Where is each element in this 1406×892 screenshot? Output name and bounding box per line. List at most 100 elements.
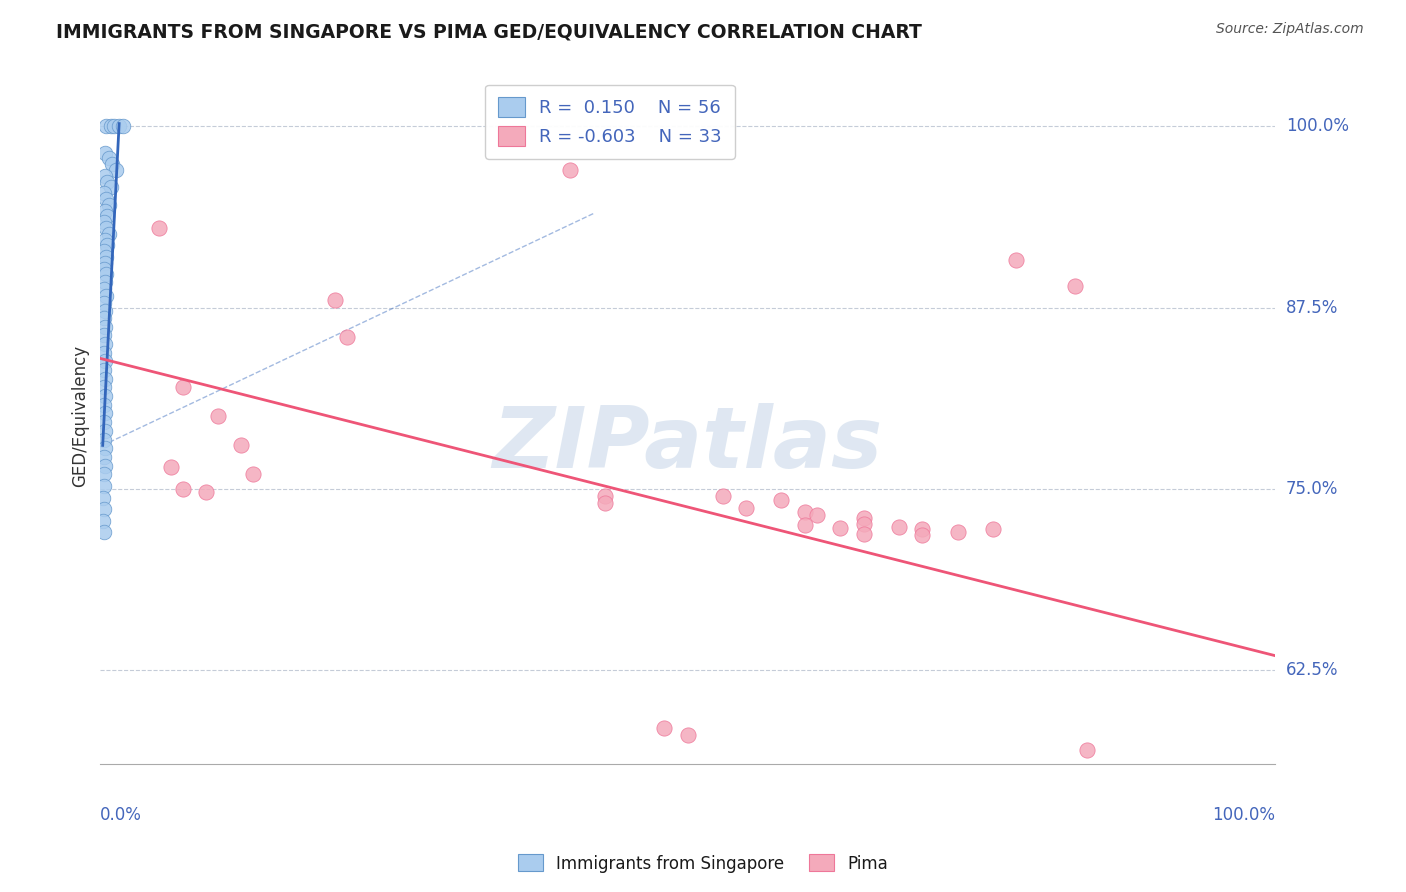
Point [93, 433, 115, 447]
Point [172, 482, 194, 496]
Point [94, 319, 117, 334]
Point [93, 380, 115, 394]
Point [101, 157, 124, 171]
Point [96, 221, 118, 235]
Point [96, 120, 118, 134]
Point [93, 310, 115, 325]
Point [1064, 279, 1087, 293]
Point [558, 163, 581, 178]
Point [97, 152, 120, 166]
Point [93, 345, 115, 359]
Text: 62.5%: 62.5% [1286, 661, 1339, 679]
Point [93, 282, 115, 296]
Point [323, 293, 346, 308]
Point [111, 120, 134, 134]
Point [93, 244, 115, 259]
Text: 0.0%: 0.0% [100, 806, 142, 824]
Point [94, 458, 117, 473]
Point [96, 175, 118, 189]
Point [91, 514, 114, 528]
Point [911, 523, 934, 537]
Point [93, 502, 115, 516]
Point [94, 303, 117, 318]
Point [207, 409, 229, 424]
Text: IMMIGRANTS FROM SINGAPORE VS PIMA GED/EQUIVALENCY CORRELATION CHART: IMMIGRANTS FROM SINGAPORE VS PIMA GED/EQ… [56, 22, 922, 41]
Text: 100.0%: 100.0% [1212, 806, 1275, 824]
Point [94, 442, 117, 456]
Point [100, 180, 122, 194]
Point [911, 528, 934, 542]
Point [830, 521, 852, 535]
Point [96, 210, 118, 224]
Point [94, 372, 117, 386]
Point [159, 460, 181, 475]
Point [103, 120, 125, 134]
Point [96, 192, 118, 206]
Text: 100.0%: 100.0% [1286, 118, 1348, 136]
Point [97, 227, 120, 241]
Point [94, 169, 117, 183]
Point [97, 198, 120, 212]
Point [93, 328, 115, 343]
Point [94, 203, 117, 218]
Point [946, 525, 969, 540]
Point [711, 489, 734, 503]
Point [91, 491, 114, 505]
Point [93, 479, 115, 493]
Point [93, 363, 115, 377]
Y-axis label: GED/Equivalency: GED/Equivalency [72, 345, 89, 487]
Point [887, 519, 910, 533]
Point [94, 407, 117, 421]
Point [93, 525, 115, 540]
Point [195, 484, 218, 499]
Point [852, 511, 875, 525]
Point [794, 518, 817, 533]
Text: 87.5%: 87.5% [1286, 299, 1339, 317]
Point [148, 221, 170, 235]
Text: 75.0%: 75.0% [1286, 480, 1339, 498]
Point [981, 523, 1004, 537]
Point [172, 380, 194, 394]
Point [93, 261, 115, 276]
Point [231, 438, 253, 452]
Point [96, 268, 118, 282]
Point [108, 120, 131, 134]
Text: ZIPatlas: ZIPatlas [492, 402, 883, 486]
Point [735, 500, 758, 515]
Point [93, 215, 115, 229]
Point [242, 467, 264, 482]
Point [852, 526, 875, 541]
Point [94, 389, 117, 403]
Point [96, 250, 118, 264]
Point [94, 424, 117, 438]
Point [794, 505, 817, 519]
Point [676, 728, 699, 742]
Legend: Immigrants from Singapore, Pima: Immigrants from Singapore, Pima [510, 847, 896, 880]
Point [100, 120, 122, 134]
Point [1005, 252, 1028, 267]
Point [96, 238, 118, 252]
Point [652, 721, 675, 735]
Point [94, 145, 117, 160]
Point [806, 508, 828, 522]
Point [94, 233, 117, 247]
Point [93, 398, 115, 412]
Point [94, 354, 117, 368]
Point [770, 493, 793, 508]
Point [852, 516, 875, 531]
Point [94, 337, 117, 351]
Point [94, 275, 117, 289]
Point [93, 296, 115, 310]
Point [93, 186, 115, 201]
Point [94, 256, 117, 270]
Point [336, 329, 359, 343]
Point [1076, 743, 1098, 757]
Point [93, 467, 115, 482]
Point [595, 496, 617, 510]
Point [96, 289, 118, 303]
Point [595, 489, 617, 503]
Legend: R =  0.150    N = 56, R = -0.603    N = 33: R = 0.150 N = 56, R = -0.603 N = 33 [485, 85, 734, 159]
Text: Source: ZipAtlas.com: Source: ZipAtlas.com [1216, 22, 1364, 37]
Point [93, 450, 115, 464]
Point [104, 163, 127, 178]
